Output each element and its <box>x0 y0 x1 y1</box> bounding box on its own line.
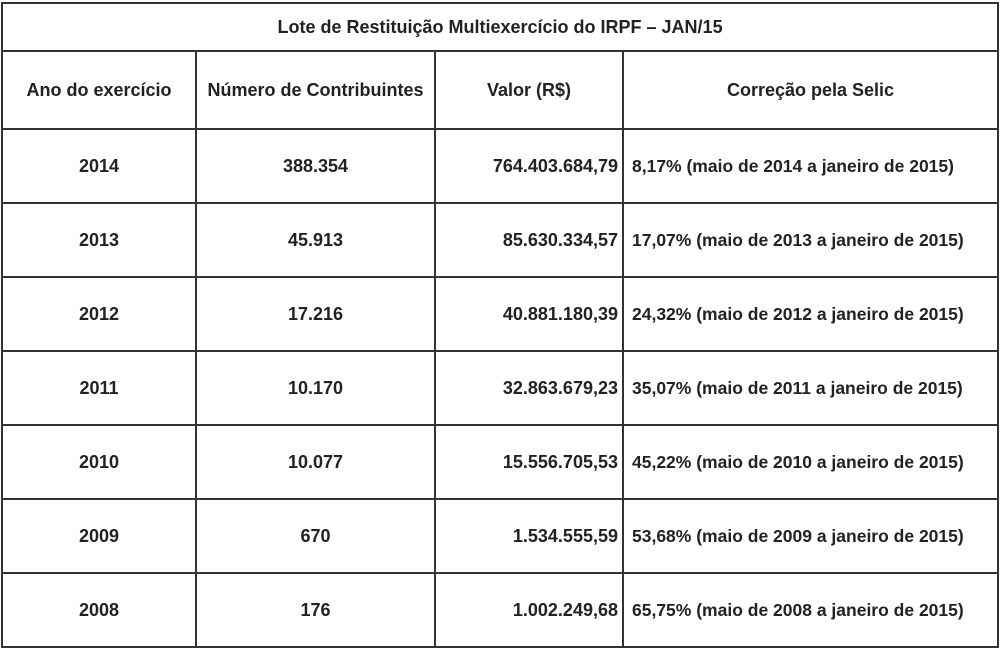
selic-cell: 53,68% (maio de 2009 a janeiro de 2015) <box>621 498 1000 574</box>
value-cell: 1.534.555,59 <box>434 498 624 574</box>
header-taxpayers: Número de Contribuintes <box>195 50 436 130</box>
table-row: 2008 176 1.002.249,68 65,75% (maio de 2008 … <box>1 572 1000 648</box>
taxpayers-cell: 670 <box>195 498 436 574</box>
table-row: 2011 10.170 32.863.679,23 35,07% (maio de 2… <box>1 350 1000 426</box>
header-year: Ano do exercício <box>1 50 197 130</box>
year-cell: 2012 <box>1 276 197 352</box>
value-cell: 1.002.249,68 <box>434 572 624 648</box>
table-row: 2014 388.354 764.403.684,79 8,17% (maio de … <box>1 128 1000 204</box>
title-row: Lote de Restituição Multiexercício do IR… <box>0 2 1000 52</box>
selic-cell: 8,17% (maio de 2014 a janeiro de 2015) <box>621 128 1000 204</box>
year-cell: 2008 <box>1 572 197 648</box>
selic-cell: 17,07% (maio de 2013 a janeiro de 2015) <box>621 202 1000 278</box>
year-cell: 2009 <box>1 498 197 574</box>
value-cell: 32.863.679,23 <box>434 350 624 426</box>
selic-cell: 65,75% (maio de 2008 a janeiro de 2015) <box>621 572 1000 648</box>
value-cell: 15.556.705,53 <box>434 424 624 500</box>
taxpayers-cell: 17.216 <box>195 276 436 352</box>
restitution-table: Lote de Restituição Multiexercício do IR… <box>0 2 1000 648</box>
year-cell: 2010 <box>1 424 197 500</box>
header-row: Ano do exercício Número de Contribuintes… <box>1 50 1000 130</box>
value-cell: 85.630.334,57 <box>434 202 624 278</box>
selic-cell: 35,07% (maio de 2011 a janeiro de 2015) <box>621 350 1000 426</box>
year-cell: 2013 <box>1 202 197 278</box>
table-row: 2009 670 1.534.555,59 53,68% (maio de 2009 … <box>1 498 1000 574</box>
selic-cell: 45,22% (maio de 2010 a janeiro de 2015) <box>621 424 1000 500</box>
header-value: Valor (R$) <box>434 50 624 130</box>
table-row: 2013 45.913 85.630.334,57 17,07% (maio de 2… <box>1 202 1000 278</box>
taxpayers-cell: 388.354 <box>195 128 436 204</box>
year-cell: 2011 <box>1 350 197 426</box>
value-cell: 764.403.684,79 <box>434 128 624 204</box>
table-title: Lote de Restituição Multiexercício do IR… <box>0 2 1000 52</box>
table-row: 2012 17.216 40.881.180,39 24,32% (maio de 2… <box>1 276 1000 352</box>
year-cell: 2014 <box>1 128 197 204</box>
taxpayers-cell: 176 <box>195 572 436 648</box>
table-row: 2010 10.077 15.556.705,53 45,22% (maio de 2… <box>1 424 1000 500</box>
selic-cell: 24,32% (maio de 2012 a janeiro de 2015) <box>621 276 1000 352</box>
taxpayers-cell: 45.913 <box>195 202 436 278</box>
value-cell: 40.881.180,39 <box>434 276 624 352</box>
taxpayers-cell: 10.170 <box>195 350 436 426</box>
taxpayers-cell: 10.077 <box>195 424 436 500</box>
header-selic: Correção pela Selic <box>621 50 1000 130</box>
